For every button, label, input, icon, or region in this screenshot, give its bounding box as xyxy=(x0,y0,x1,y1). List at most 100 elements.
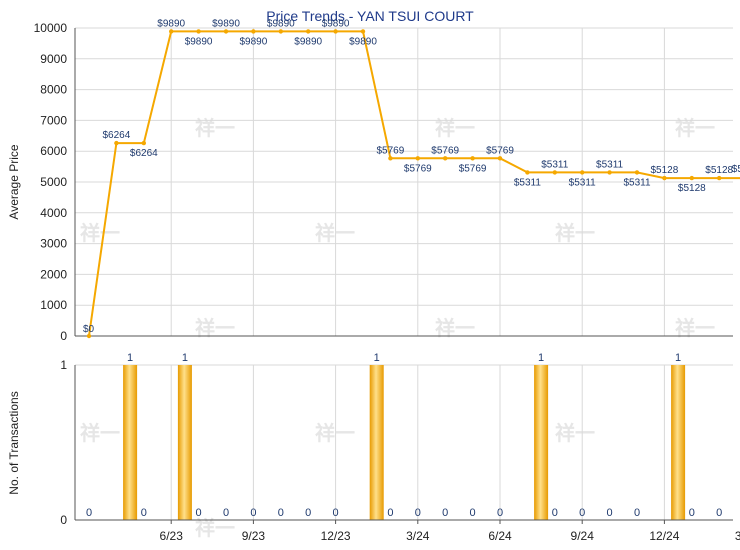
price-data-label: $9890 xyxy=(157,18,185,29)
price-data-label: $5311 xyxy=(541,159,569,170)
price-data-label: $9890 xyxy=(212,18,240,29)
x-tick-label: 3/25 xyxy=(735,529,740,543)
tx-bar-label: 0 xyxy=(333,507,339,519)
price-y-tick-label: 3000 xyxy=(40,237,67,251)
tx-bar xyxy=(534,365,549,520)
tx-bar-label: 0 xyxy=(223,507,229,519)
price-point xyxy=(251,29,256,34)
x-tick-label: 9/24 xyxy=(571,529,595,543)
price-point xyxy=(717,175,722,181)
price-data-label: $9890 xyxy=(185,36,213,47)
x-tick-label: 6/23 xyxy=(160,529,184,543)
tx-bar-label: 0 xyxy=(497,507,503,519)
price-y-tick-label: 9000 xyxy=(40,52,67,66)
price-data-label: $9890 xyxy=(294,36,322,47)
price-data-label: $5769 xyxy=(404,163,432,174)
price-point xyxy=(470,156,475,161)
tx-bar-label: 1 xyxy=(374,352,380,364)
price-point xyxy=(86,333,92,339)
price-data-label: $5769 xyxy=(376,145,404,156)
watermark-text: 祥一 xyxy=(315,221,355,245)
price-point xyxy=(169,29,174,34)
price-point xyxy=(497,156,503,161)
tx-bar-label: 0 xyxy=(552,507,558,519)
price-data-label: $5311 xyxy=(569,177,597,188)
tx-bar-label: 1 xyxy=(182,352,188,364)
price-point xyxy=(689,175,694,181)
price-point xyxy=(196,29,201,34)
tx-bar-label: 0 xyxy=(387,507,393,519)
tx-bar-label: 0 xyxy=(305,507,311,519)
price-y-tick-label: 7000 xyxy=(40,113,67,127)
x-tick-label: 12/24 xyxy=(649,529,679,543)
price-data-label: $0 xyxy=(83,324,95,335)
watermark-text: 祥一 xyxy=(555,221,595,245)
price-y-tick-label: 5000 xyxy=(40,175,67,189)
x-tick-label: 3/24 xyxy=(406,529,430,543)
tx-bar-label: 0 xyxy=(250,507,256,519)
tx-bar xyxy=(671,365,686,520)
watermark-text: 祥一 xyxy=(195,116,235,140)
tx-bar-label: 1 xyxy=(675,352,681,364)
tx-y-tick-label: 0 xyxy=(60,513,67,527)
price-data-label: $5311 xyxy=(596,159,624,170)
x-tick-label: 6/24 xyxy=(488,529,512,543)
price-data-label: $9890 xyxy=(267,18,295,29)
watermark-text: 祥一 xyxy=(80,221,120,245)
watermark-text: 祥一 xyxy=(435,116,475,140)
tx-bar-label: 0 xyxy=(579,507,585,519)
price-y-tick-label: 4000 xyxy=(40,206,67,220)
price-y-tick-label: 2000 xyxy=(40,267,67,281)
transactions-y-axis-label: No. of Transactions xyxy=(7,391,21,494)
price-data-label: $5128 xyxy=(678,183,706,194)
price-point xyxy=(333,29,338,34)
price-point xyxy=(662,175,667,181)
price-data-label: $6264 xyxy=(102,130,130,141)
price-point xyxy=(388,156,393,161)
tx-bar xyxy=(177,365,192,520)
price-point xyxy=(525,170,530,175)
price-data-label: $5128 xyxy=(650,165,678,176)
price-data-label: $5311 xyxy=(514,177,542,188)
tx-bar-label: 1 xyxy=(127,352,133,364)
tx-bar-label: 0 xyxy=(278,507,284,519)
price-point xyxy=(607,170,612,175)
price-data-label: $9890 xyxy=(322,18,350,29)
price-y-tick-label: 8000 xyxy=(40,83,67,97)
tx-bar-label: 0 xyxy=(141,507,147,519)
price-point xyxy=(278,29,283,34)
price-data-label: $5128 xyxy=(705,165,733,176)
price-y-tick-label: 6000 xyxy=(40,144,67,158)
watermark-text: 祥一 xyxy=(555,421,595,445)
tx-bar-label: 0 xyxy=(442,507,448,519)
tx-bar-label: 0 xyxy=(607,507,613,519)
price-y-axis-label: Average Price xyxy=(7,144,21,219)
tx-bar-label: 0 xyxy=(470,507,476,519)
price-data-label: $5128 xyxy=(732,164,740,175)
watermark-text: 祥一 xyxy=(80,421,120,445)
price-y-tick-label: 0 xyxy=(60,329,67,343)
price-y-tick-label: 10000 xyxy=(34,21,68,35)
watermark-text: 祥一 xyxy=(315,421,355,445)
tx-bar-label: 0 xyxy=(415,507,421,519)
tx-bar-label: 0 xyxy=(86,507,92,519)
price-data-label: $5769 xyxy=(459,163,487,174)
price-point xyxy=(552,170,557,175)
tx-bar-label: 0 xyxy=(716,507,722,519)
tx-bar xyxy=(369,365,384,520)
tx-bar-label: 0 xyxy=(196,507,202,519)
tx-bar-label: 1 xyxy=(538,352,544,364)
watermark-text: 祥一 xyxy=(675,116,715,140)
x-tick-label: 9/23 xyxy=(242,529,266,543)
tx-bar xyxy=(123,365,138,520)
price-point xyxy=(580,170,585,175)
price-data-label: $5769 xyxy=(486,145,514,156)
price-point xyxy=(114,140,119,146)
price-point xyxy=(634,170,640,175)
price-point xyxy=(360,29,366,34)
tx-bar-label: 0 xyxy=(689,507,695,519)
price-data-label: $9890 xyxy=(239,36,267,47)
x-tick-label: 12/23 xyxy=(321,529,351,543)
chart-title: Price Trends - YAN TSUI COURT xyxy=(266,8,474,24)
